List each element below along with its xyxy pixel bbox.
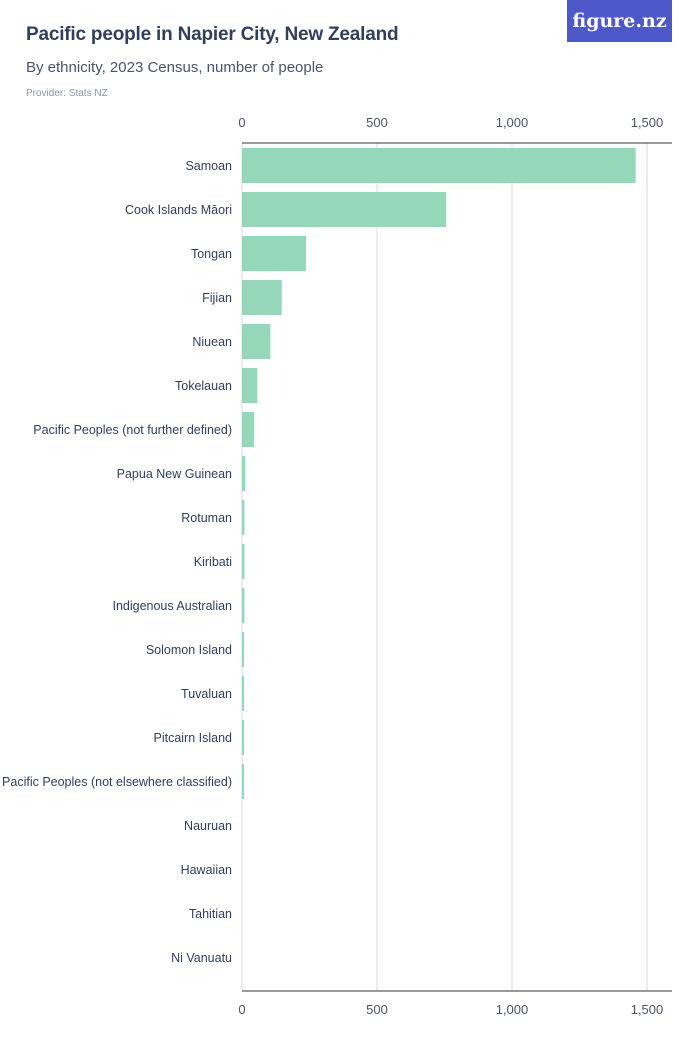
- bar: [242, 544, 245, 579]
- x-tick-label-top: 1,500: [631, 115, 664, 130]
- category-label: Indigenous Australian: [112, 599, 232, 613]
- category-label: Niuean: [192, 335, 232, 349]
- category-label: Hawaiian: [181, 863, 232, 877]
- bar: [242, 764, 244, 799]
- category-label: Cook Islands Māori: [125, 203, 232, 217]
- bar: [242, 192, 447, 227]
- category-label: Tahitian: [189, 907, 232, 921]
- category-label: Papua New Guinean: [117, 467, 232, 481]
- figure-nz-logo[interactable]: figure.nz: [567, 0, 672, 42]
- chart-subtitle: By ethnicity, 2023 Census, number of peo…: [26, 59, 324, 76]
- x-tick-label-bottom: 1,500: [631, 1002, 664, 1017]
- category-label: Kiribati: [194, 555, 232, 569]
- category-label: Tokelauan: [175, 379, 232, 393]
- category-label: Solomon Island: [146, 643, 232, 657]
- category-label: Pacific Peoples (not elsewhere classifie…: [2, 775, 232, 789]
- bar: [242, 632, 244, 667]
- category-label: Ni Vanuatu: [171, 951, 232, 965]
- bar: [242, 280, 282, 315]
- x-tick-label-top: 500: [366, 115, 388, 130]
- category-label: Rotuman: [181, 511, 232, 525]
- bar: [242, 500, 245, 535]
- bar: [242, 148, 636, 183]
- x-tick-label-top: 1,000: [496, 115, 529, 130]
- bar: [242, 676, 244, 711]
- x-tick-label-bottom: 1,000: [496, 1002, 529, 1017]
- provider-label: Provider: Stats NZ: [26, 88, 108, 99]
- bar: [242, 412, 255, 447]
- bar: [242, 720, 244, 755]
- bar: [242, 588, 245, 623]
- category-label: Fijian: [202, 291, 232, 305]
- category-label: Samoan: [185, 159, 232, 173]
- category-label: Pitcairn Island: [153, 731, 232, 745]
- x-tick-label-bottom: 0: [238, 1002, 245, 1017]
- bar: [242, 456, 246, 491]
- bar: [242, 236, 306, 271]
- category-label: Tuvaluan: [181, 687, 232, 701]
- chart-title: Pacific people in Napier City, New Zeala…: [26, 24, 399, 45]
- bar: [242, 324, 271, 359]
- bar: [242, 368, 258, 403]
- category-label: Tongan: [191, 247, 232, 261]
- category-label: Nauruan: [184, 819, 232, 833]
- category-label: Pacific Peoples (not further defined): [33, 423, 232, 437]
- x-tick-label-top: 0: [238, 115, 245, 130]
- x-tick-label-bottom: 500: [366, 1002, 388, 1017]
